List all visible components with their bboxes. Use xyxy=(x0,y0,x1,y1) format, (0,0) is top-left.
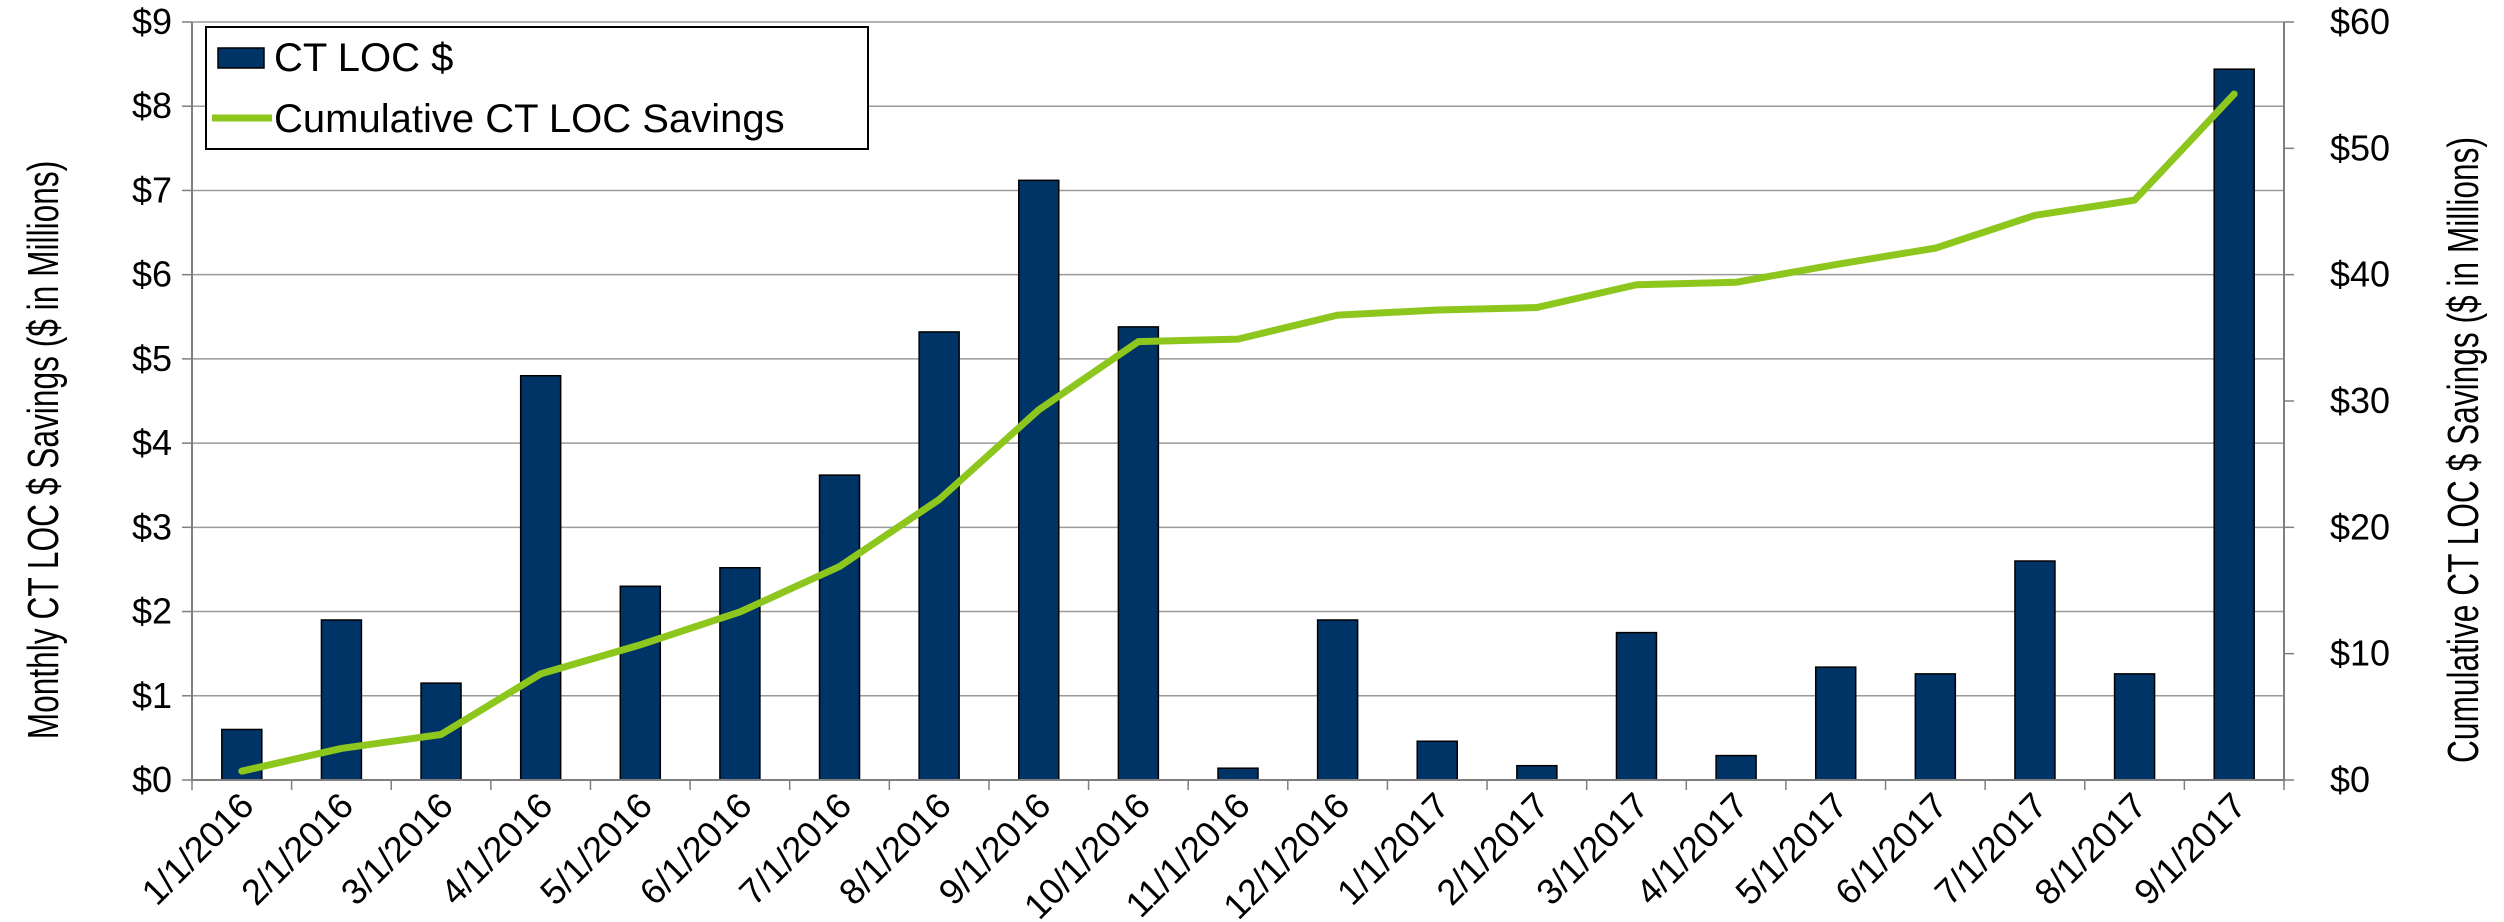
bar xyxy=(1416,740,1458,781)
bar xyxy=(2113,673,2156,781)
legend-label-bars: CT LOC $ xyxy=(274,36,453,80)
bar xyxy=(519,374,562,781)
left-tick-label: $6 xyxy=(132,254,172,295)
bar xyxy=(1615,631,1658,781)
left-tick-label: $9 xyxy=(132,1,172,42)
bar xyxy=(1814,666,1857,781)
left-tick-label: $1 xyxy=(132,675,172,716)
left-tick-label: $3 xyxy=(132,506,172,547)
legend: CT LOC $ Cumulative CT LOC Savings xyxy=(205,26,869,150)
left-axis-ticks: $0 $1 $2 $3 $4 $5 $6 $7 $8 $9 xyxy=(132,1,192,800)
left-tick-label: $5 xyxy=(132,338,172,379)
bar xyxy=(2213,68,2255,781)
x-tick-label: 9/1/2017 xyxy=(2126,785,2254,913)
left-tick-label: $7 xyxy=(132,169,172,210)
legend-swatch-bars xyxy=(217,47,265,69)
bar xyxy=(1316,619,1359,781)
legend-box xyxy=(205,26,869,150)
cumulative-line xyxy=(238,90,2238,775)
left-axis-title: Monthly CT LOC $ Savings ($ in Millions) xyxy=(19,161,68,740)
left-tick-label: $4 xyxy=(132,422,172,463)
bar xyxy=(619,585,662,781)
right-tick-label: $60 xyxy=(2330,1,2390,42)
right-tick-label: $40 xyxy=(2330,254,2390,295)
bar xyxy=(1914,673,1957,781)
right-tick-label: $50 xyxy=(2330,127,2390,168)
right-axis-title: Cumulative CT LOC $ Savings ($ in Millio… xyxy=(2439,137,2488,763)
bar xyxy=(2014,560,2056,781)
bar xyxy=(918,331,960,781)
bar xyxy=(1018,179,1060,781)
bar xyxy=(320,619,363,781)
cumulative-line-layer xyxy=(238,90,2238,775)
right-tick-label: $20 xyxy=(2330,506,2390,547)
right-tick-label: $0 xyxy=(2330,759,2370,800)
right-tick-label: $10 xyxy=(2330,633,2390,674)
left-tick-label: $2 xyxy=(132,591,172,632)
x-axis-ticks: 1/1/20162/1/20163/1/20164/1/20165/1/2016… xyxy=(133,780,2285,922)
legend-label-line: Cumulative CT LOC Savings xyxy=(274,97,785,141)
bar xyxy=(719,567,761,781)
bar xyxy=(1117,326,1160,781)
right-axis-ticks: $0 $10 $20 $30 $40 $50 $60 xyxy=(2284,1,2390,800)
bars xyxy=(221,68,2255,781)
left-tick-label: $8 xyxy=(132,85,172,126)
bar xyxy=(818,474,861,781)
bar xyxy=(1217,767,1259,781)
bar xyxy=(1715,754,1757,781)
bar xyxy=(1516,764,1558,781)
left-tick-label: $0 xyxy=(132,759,172,800)
right-tick-label: $30 xyxy=(2330,380,2390,421)
